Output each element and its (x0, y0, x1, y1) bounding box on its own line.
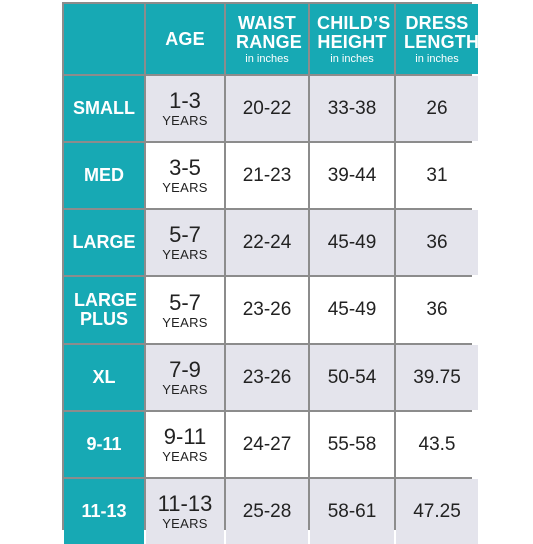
age-unit: YEARS (162, 382, 208, 397)
dress-length-cell: 31 (396, 143, 478, 208)
header-waist-label: WAIST RANGE (236, 12, 303, 52)
header-age-label: AGE (165, 28, 205, 49)
age-range: 7-9 (169, 357, 201, 382)
header-waist-range: WAIST RANGE in inches (226, 4, 308, 74)
age-unit: YEARS (162, 516, 208, 531)
dress-length-cell: 36 (396, 277, 478, 343)
size-label: 11-13 (64, 479, 144, 544)
header-corner (64, 4, 144, 74)
age-range: 9-11 (163, 424, 207, 449)
age-unit: YEARS (162, 449, 208, 464)
header-height-label: CHILD’S HEIGHT (317, 12, 391, 52)
age-range: 11-13 (157, 491, 213, 516)
age-cell: 7-9 YEARS (146, 345, 224, 410)
height-cell: 58-61 (310, 479, 394, 544)
height-cell: 33-38 (310, 76, 394, 141)
age-unit: YEARS (162, 314, 208, 330)
age-unit: YEARS (162, 247, 208, 262)
height-cell: 45-49 (310, 210, 394, 275)
size-label: XL (64, 345, 144, 410)
size-label: LARGE (64, 210, 144, 275)
age-range: 5-7 (169, 222, 201, 247)
height-cell: 45-49 (310, 277, 394, 343)
waist-range-cell: 22-24 (226, 210, 308, 275)
age-range: 5-7 (169, 289, 201, 315)
size-label: 9-11 (64, 412, 144, 477)
height-cell: 39-44 (310, 143, 394, 208)
age-cell: 9-11 YEARS (146, 412, 224, 477)
dress-length-cell: 39.75 (396, 345, 478, 410)
header-age: AGE (146, 4, 224, 74)
waist-range-cell: 21-23 (226, 143, 308, 208)
size-chart-table: AGE WAIST RANGE in inches CHILD’S HEIGHT… (62, 2, 479, 544)
header-height-unit: in inches (330, 52, 374, 65)
size-label: LARGE PLUS (64, 277, 144, 343)
header-length-unit: in inches (415, 52, 459, 65)
waist-range-cell: 20-22 (226, 76, 308, 141)
age-cell: 3-5 YEARS (146, 143, 224, 208)
age-cell: 11-13 YEARS (146, 479, 224, 544)
size-label: MED (64, 143, 144, 208)
dress-length-cell: 36 (396, 210, 478, 275)
header-length-label: DRESS LENGTH (404, 12, 480, 52)
height-cell: 50-54 (310, 345, 394, 410)
header-waist-unit: in inches (245, 52, 289, 65)
waist-range-cell: 23-26 (226, 345, 308, 410)
waist-range-cell: 23-26 (226, 277, 308, 343)
dress-length-cell: 47.25 (396, 479, 478, 544)
dress-length-cell: 43.5 (396, 412, 478, 477)
dress-length-cell: 26 (396, 76, 478, 141)
waist-range-cell: 25-28 (226, 479, 308, 544)
age-range: 1-3 (169, 88, 201, 113)
size-label-text: LARGE PLUS (74, 290, 137, 329)
age-range: 3-5 (169, 155, 201, 180)
age-cell: 5-7 YEARS (146, 277, 224, 343)
age-unit: YEARS (162, 180, 208, 195)
size-label: SMALL (64, 76, 144, 141)
age-cell: 1-3 YEARS (146, 76, 224, 141)
header-dress-length: DRESS LENGTH in inches (396, 4, 480, 74)
waist-range-cell: 24-27 (226, 412, 308, 477)
height-cell: 55-58 (310, 412, 394, 477)
age-cell: 5-7 YEARS (146, 210, 224, 275)
age-unit: YEARS (162, 113, 208, 128)
header-childs-height: CHILD’S HEIGHT in inches (310, 4, 394, 74)
